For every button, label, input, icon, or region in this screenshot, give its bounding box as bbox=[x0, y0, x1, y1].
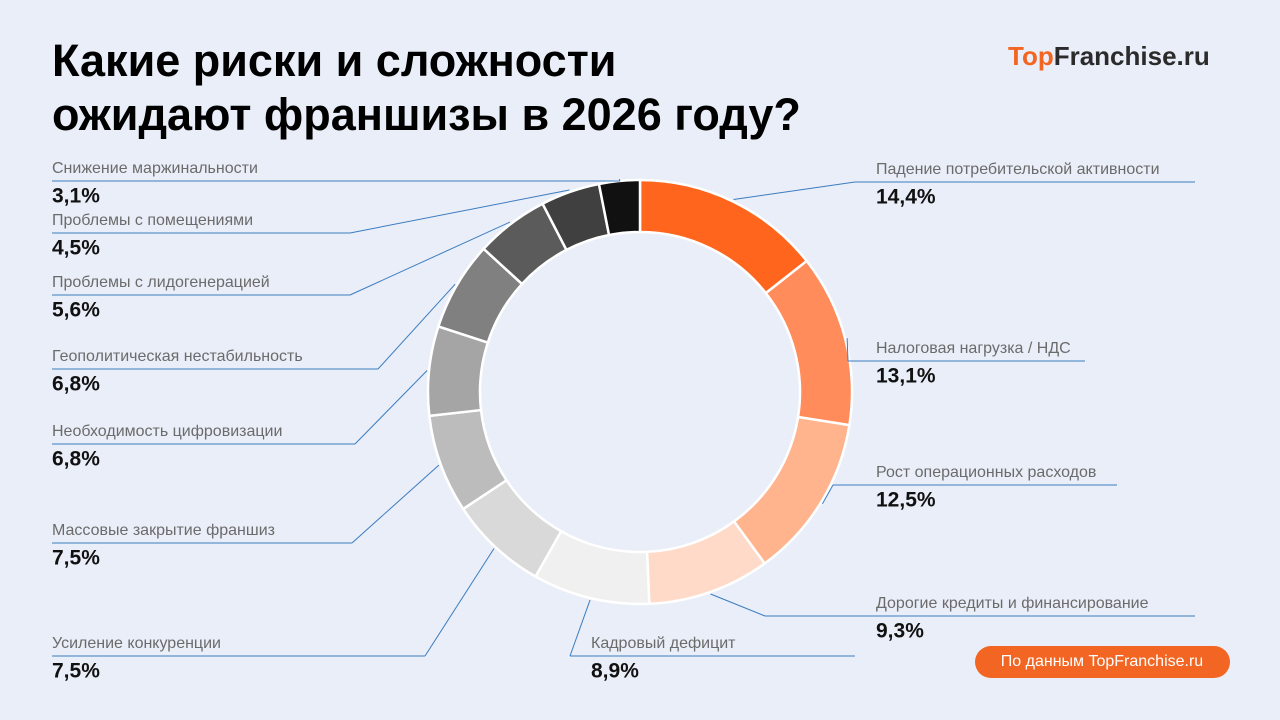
value-label: 12,5% bbox=[876, 489, 936, 512]
leader-line bbox=[354, 370, 428, 445]
leader-line bbox=[846, 338, 849, 362]
leader-line bbox=[377, 283, 456, 370]
leader-line bbox=[349, 221, 511, 296]
value-label: 7,5% bbox=[52, 547, 100, 570]
legend-label: Необходимость цифровизации bbox=[52, 423, 282, 440]
logo: TopFranchise.ru bbox=[1008, 41, 1210, 71]
value-label: 13,1% bbox=[876, 365, 936, 388]
legend-label: Налоговая нагрузка / НДС bbox=[876, 340, 1071, 357]
leader-line bbox=[569, 599, 591, 657]
legend-label: Дорогие кредиты и финансирование bbox=[876, 595, 1149, 612]
value-label: 5,6% bbox=[52, 299, 100, 322]
legend-label: Кадровый дефицит bbox=[591, 635, 736, 652]
leader-line bbox=[710, 593, 766, 617]
legend-label: Проблемы с лидогенерацией bbox=[52, 274, 270, 291]
chart-title: ожидают франшизы в 2026 году? bbox=[52, 89, 801, 140]
legend-label: Усиление конкуренции bbox=[52, 635, 221, 652]
pie-slice bbox=[597, 178, 642, 237]
value-label: 6,8% bbox=[52, 448, 100, 471]
legend-label: Проблемы с помещениями bbox=[52, 212, 253, 229]
leader-line bbox=[351, 464, 440, 544]
chart-title: Какие риски и сложности bbox=[52, 35, 616, 86]
leader-line bbox=[733, 181, 856, 201]
legend-label: Рост операционных расходов bbox=[876, 464, 1096, 481]
leader-line bbox=[424, 548, 495, 657]
logo-rest: Franchise.ru bbox=[1054, 41, 1210, 71]
legend-label: Снижение маржинальности bbox=[52, 160, 258, 177]
leader-line bbox=[822, 484, 834, 505]
source: По данным TopFranchise.ru bbox=[1001, 653, 1203, 670]
value-label: 8,9% bbox=[591, 660, 639, 683]
value-label: 3,1% bbox=[52, 185, 100, 208]
legend-label: Массовые закрытие франшиз bbox=[52, 522, 275, 539]
value-label: 4,5% bbox=[52, 237, 100, 260]
value-label: 9,3% bbox=[876, 620, 924, 643]
legend-label: Геополитическая нестабильность bbox=[52, 348, 303, 365]
logo-accent: Top bbox=[1008, 41, 1054, 71]
value-label: 6,8% bbox=[52, 373, 100, 396]
legend-label: Падение потребительской активности bbox=[876, 161, 1160, 178]
value-label: 14,4% bbox=[876, 186, 936, 209]
value-label: 7,5% bbox=[52, 660, 100, 683]
source-badge bbox=[975, 646, 1230, 678]
leader-line bbox=[349, 189, 570, 234]
